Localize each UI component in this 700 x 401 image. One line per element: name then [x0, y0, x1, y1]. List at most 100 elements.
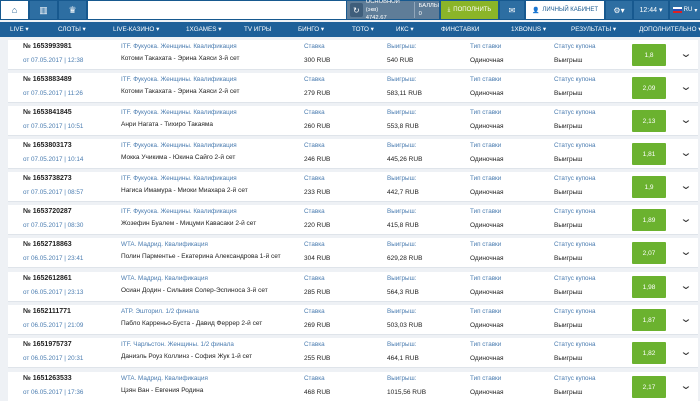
stake-label: Ставка — [304, 109, 325, 116]
settings-button[interactable]: ⚙▾ — [606, 1, 632, 19]
bet-row[interactable]: № 1652612861 от 06.05.2017 | 23:13 WTA. Ма… — [8, 272, 698, 302]
nav-item[interactable]: СЛОТЫ ▾ — [58, 26, 86, 33]
bet-row[interactable]: № 1651263533 от 06.05.2017 | 17:36 WTA. Ма… — [8, 372, 698, 401]
bet-league[interactable]: WTA. Мадрид. Квалификация — [121, 275, 208, 282]
bet-number: № 1653720287 — [23, 208, 72, 215]
stake-label: Ставка — [304, 341, 325, 348]
chevron-down-icon[interactable]: ⌄ — [679, 213, 693, 225]
chevron-down-icon[interactable]: ⌄ — [679, 313, 693, 325]
bet-type-label: Тип ставки — [470, 142, 502, 149]
trophy-button[interactable]: ♛ — [59, 1, 86, 19]
win-label: Выигрыш: — [387, 175, 417, 182]
bet-match: Жозефин Буалем - Мицуми Кавасаки 2-й сет — [121, 220, 257, 227]
bet-match: Мокка Учикима - Юкина Сайго 2-й сет — [121, 154, 236, 161]
win-value: 464,1 RUB — [387, 355, 419, 362]
stake-value: 269 RUB — [304, 322, 331, 329]
coefficient-badge: 2,17 — [632, 376, 666, 398]
account-balance[interactable]: ↻ ОСНОВНОЙ (экв) 4742.67 БАЛЛЫ 0 — [347, 0, 439, 21]
nav-item[interactable]: 1XBONUS ▾ — [511, 26, 547, 33]
win-value: 442,7 RUB — [387, 189, 419, 196]
stats-button[interactable]: ▥ — [30, 1, 57, 19]
win-value: 583,11 RUB — [387, 90, 422, 97]
home-button[interactable]: ⌂ — [1, 1, 28, 19]
bet-row[interactable]: № 1653803173 от 07.05.2017 | 10:14 ITF. Фу… — [8, 139, 698, 169]
cabinet-button[interactable]: 👤 ЛИЧНЫЙ КАБИНЕТ — [526, 1, 604, 19]
bet-number: № 1653738273 — [23, 175, 72, 182]
bet-type-value: Одиночная — [470, 90, 504, 97]
status-value: Выигрыш — [554, 389, 583, 396]
bet-league[interactable]: ITF. Чарльстон. Женщины. 1/2 финала — [121, 341, 234, 348]
chevron-down-icon[interactable]: ⌄ — [679, 48, 693, 60]
bet-number: № 1652111771 — [23, 308, 71, 315]
main-nav: LIVE ▾ СЛОТЫ ▾ LIVE-КАЗИНО ▾ 1XGAMES ▾ TV ИГ… — [0, 22, 700, 37]
status-label: Статус купона — [554, 341, 596, 348]
bet-league[interactable]: ITF. Фукуока. Женщины. Квалификация — [121, 175, 237, 182]
stake-label: Ставка — [304, 142, 325, 149]
chevron-down-icon[interactable]: ⌄ — [679, 147, 693, 159]
nav-item[interactable]: ДОПОЛНИТЕЛЬНО ▾ — [639, 26, 700, 33]
nav-item[interactable]: LIVE-КАЗИНО ▾ — [113, 26, 160, 33]
nav-item[interactable]: LIVE ▾ — [10, 26, 29, 33]
bet-league[interactable]: WTA. Мадрид. Квалификация — [121, 375, 208, 382]
bet-number: № 1651263533 — [23, 375, 72, 382]
bet-type-value: Одиночная — [470, 389, 504, 396]
clock[interactable]: 12:44 ▾ — [634, 1, 668, 19]
bet-match: Котоми Такахата - Эрина Хаяси 2-й сет — [121, 88, 240, 95]
bet-type-label: Тип ставки — [470, 208, 502, 215]
nav-item[interactable]: ФИНСТАВКИ — [441, 26, 480, 33]
refresh-icon[interactable]: ↻ — [350, 3, 363, 17]
chevron-down-icon[interactable]: ⌄ — [679, 180, 693, 192]
bet-row[interactable]: № 1653738273 от 07.05.2017 | 08:57 ITF. Фу… — [8, 172, 698, 202]
stake-label: Ставка — [304, 208, 325, 215]
status-value: Выигрыш — [554, 123, 583, 130]
chevron-down-icon: ▾ — [694, 7, 698, 14]
nav-item[interactable]: ИКС ▾ — [396, 26, 414, 33]
chevron-down-icon[interactable]: ⌄ — [679, 81, 693, 93]
messages-button[interactable]: ✉ — [500, 1, 524, 19]
bonus-value: 0 — [418, 11, 422, 17]
bet-league[interactable]: ITF. Фукуока. Женщины. Квалификация — [121, 43, 237, 50]
nav-item[interactable]: 1XGAMES ▾ — [186, 26, 222, 33]
chevron-down-icon[interactable]: ⌄ — [679, 114, 693, 126]
nav-item[interactable]: РЕЗУЛЬТАТЫ ▾ — [571, 26, 617, 33]
bet-type-label: Тип ставки — [470, 308, 502, 315]
bet-row[interactable]: № 1653883489 от 07.05.2017 | 11:26 ITF. Фу… — [8, 73, 698, 103]
stake-value: 246 RUB — [304, 156, 331, 163]
chevron-down-icon[interactable]: ⌄ — [679, 280, 693, 292]
bet-row[interactable]: № 1652111771 от 06.05.2017 | 21:09 ATP. Эш… — [8, 305, 698, 335]
chevron-down-icon[interactable]: ⌄ — [679, 246, 693, 258]
bet-league[interactable]: ITF. Фукуока. Женщины. Квалификация — [121, 76, 237, 83]
bet-league[interactable]: ATP. Эшторил. 1/2 финала — [121, 308, 199, 315]
bet-league[interactable]: ITF. Фукуока. Женщины. Квалификация — [121, 208, 237, 215]
bet-league[interactable]: ITF. Фукуока. Женщины. Квалификация — [121, 109, 237, 116]
coefficient-badge: 1,82 — [632, 342, 666, 364]
bet-league[interactable]: WTA. Мадрид. Квалификация — [121, 241, 208, 248]
deposit-button[interactable]: ⤓ ПОПОЛНИТЬ — [441, 1, 498, 19]
language-select[interactable]: RU ▾ — [670, 1, 700, 19]
coefficient-badge: 2,07 — [632, 242, 666, 264]
bet-row[interactable]: № 1652718863 от 06.05.2017 | 23:41 WTA. Ма… — [8, 238, 698, 268]
bet-row[interactable]: № 1651975737 от 06.05.2017 | 20:31 ITF. Ча… — [8, 338, 698, 368]
chevron-down-icon[interactable]: ⌄ — [679, 380, 693, 392]
stake-label: Ставка — [304, 241, 325, 248]
message-icon: ✉ — [508, 5, 516, 15]
bet-row[interactable]: № 1653720287 от 07.05.2017 | 08:30 ITF. Фу… — [8, 205, 698, 235]
bet-type-value: Одиночная — [470, 156, 504, 163]
search-area[interactable] — [88, 1, 346, 19]
nav-item[interactable]: TV ИГРЫ — [244, 26, 272, 33]
bet-date: от 06.05.2017 | 21:09 — [23, 322, 84, 329]
bet-number: № 1652612861 — [23, 275, 72, 282]
chevron-down-icon[interactable]: ⌄ — [679, 346, 693, 358]
nav-item[interactable]: БИНГО ▾ — [298, 26, 325, 33]
bet-row[interactable]: № 1653841845 от 07.05.2017 | 10:51 ITF. Фу… — [8, 106, 698, 136]
bet-league[interactable]: ITF. Фукуока. Женщины. Квалификация — [121, 142, 237, 149]
status-value: Выигрыш — [554, 90, 583, 97]
status-value: Выигрыш — [554, 189, 583, 196]
win-label: Выигрыш: — [387, 275, 417, 282]
stake-value: 220 RUB — [304, 222, 331, 229]
bet-row[interactable]: № 1653993981 от 07.05.2017 | 12:38 ITF. Фу… — [8, 40, 698, 70]
bet-type-value: Одиночная — [470, 222, 504, 229]
account-balance-value: 4742.67 — [365, 15, 387, 21]
account-label: ОСНОВНОЙ (экв) — [365, 0, 400, 13]
nav-item[interactable]: ТОТО ▾ — [352, 26, 374, 33]
